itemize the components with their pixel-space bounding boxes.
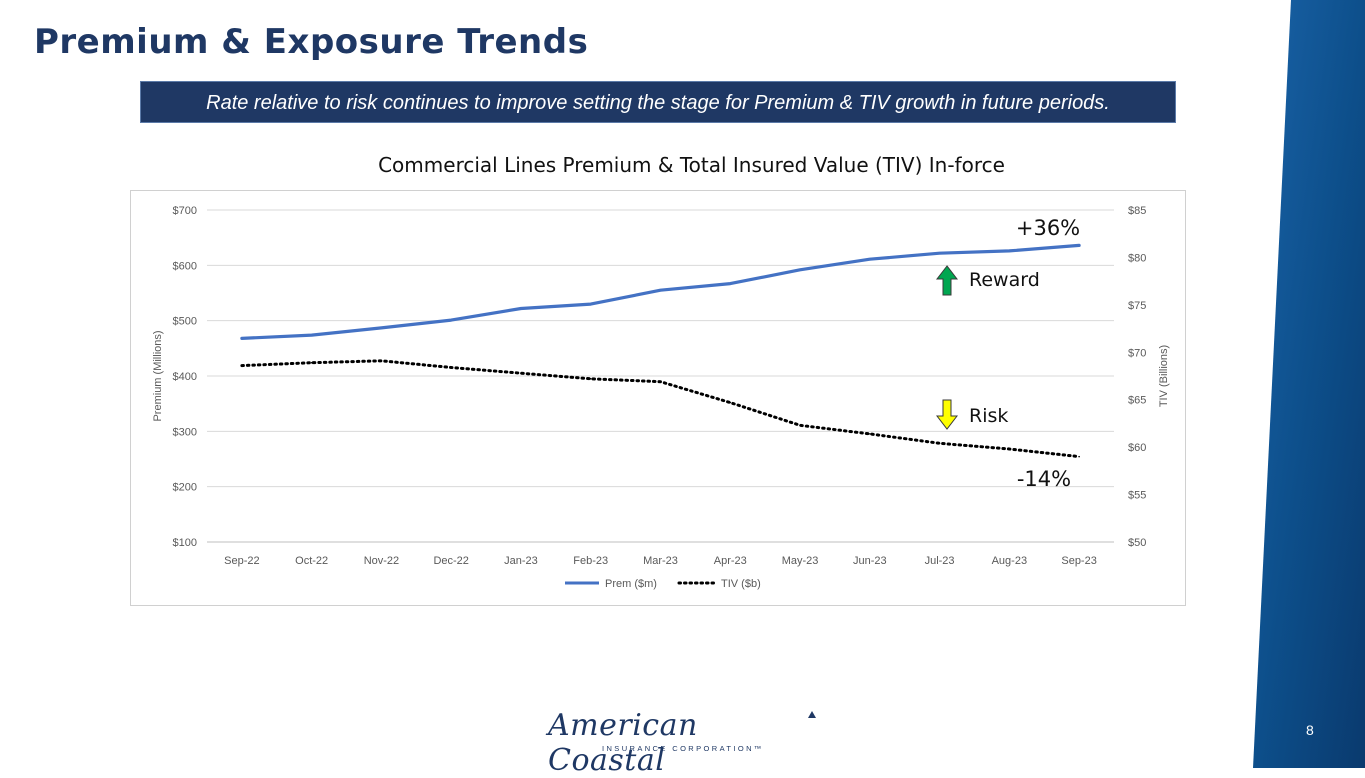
data-point-prem: [1008, 249, 1011, 253]
x-tick-label: Jun-23: [853, 555, 887, 567]
data-point-tiv: [589, 378, 592, 380]
page-number: 8: [1306, 722, 1314, 738]
data-point-prem: [1077, 244, 1081, 247]
y-axis-label: Premium (Millions): [152, 330, 164, 421]
data-point-tiv: [659, 380, 662, 383]
x-tick-label: Nov-22: [364, 555, 399, 567]
x-tick-label: Oct-22: [295, 555, 328, 567]
data-point-tiv: [520, 372, 522, 374]
chart-plot: $100 $200 $300 $400 $500 $600 $700 $50 $55 $60 $65…: [152, 205, 1170, 590]
page-title: Premium & Exposure Trends: [34, 22, 589, 62]
summary-banner: Rate relative to risk continues to impro…: [140, 81, 1176, 123]
x-tick-label: May-23: [782, 555, 819, 567]
x-tick-label: Feb-23: [573, 555, 608, 567]
data-point-prem: [659, 289, 662, 292]
x-tick-label: Apr-23: [714, 555, 747, 567]
y2-tick-label: $55: [1128, 490, 1146, 502]
y-tick-label: $500: [173, 316, 197, 328]
tiv-change-label: -14%: [1017, 467, 1071, 491]
data-point-tiv: [938, 442, 941, 445]
x-tick-label: Dec-22: [433, 555, 468, 567]
data-point-prem: [589, 302, 592, 306]
y-tick-label: $100: [173, 537, 197, 549]
y2-tick-label: $85: [1128, 205, 1146, 217]
y-tick-label: $300: [173, 426, 197, 438]
company-logo: American Coastal INSURANCE CORPORATION™: [548, 708, 820, 778]
y2-tick-label: $70: [1128, 347, 1146, 359]
data-point-tiv: [729, 401, 732, 404]
x-tick-label: Aug-23: [992, 555, 1027, 567]
data-point-tiv: [1078, 455, 1080, 458]
reward-arrow-icon: [935, 265, 959, 296]
y-tick-label: $700: [173, 205, 197, 217]
legend-label-prem: Prem ($m): [605, 578, 657, 590]
reward-label: Reward: [969, 269, 1040, 291]
prem-change-label: +36%: [1016, 216, 1080, 240]
data-point-tiv: [241, 364, 243, 367]
x-tick-label: Sep-22: [224, 555, 259, 567]
data-point-prem: [310, 333, 313, 337]
x-tick-label: Mar-23: [643, 555, 678, 567]
logo-mark-icon: [808, 711, 816, 718]
side-band: [1253, 0, 1365, 768]
y2-tick-label: $65: [1128, 395, 1146, 407]
series-line-prem: [240, 243, 1081, 340]
data-point-prem: [868, 258, 872, 261]
y2-tick-label: $50: [1128, 537, 1146, 549]
series-line-tiv: [240, 359, 1081, 459]
data-point-prem: [519, 307, 523, 310]
y-tick-label: $200: [173, 482, 197, 494]
chart-frame: $100 $200 $300 $400 $500 $600 $700 $50 $55 $60 $65…: [130, 190, 1186, 606]
y2-tick-label: $80: [1128, 252, 1146, 264]
data-point-prem: [240, 337, 244, 340]
data-point-prem: [798, 268, 802, 271]
risk-arrow-icon: [935, 399, 959, 430]
x-tick-label: Jan-23: [504, 555, 538, 567]
chart-title: Commercial Lines Premium & Total Insured…: [378, 153, 1005, 177]
y2-axis-label: TIV (Billions): [1158, 345, 1170, 407]
data-point-prem: [449, 318, 453, 322]
y2-tick-label: $60: [1128, 442, 1146, 454]
data-point-tiv: [380, 360, 383, 362]
risk-label: Risk: [969, 405, 1008, 427]
legend-label-tiv: TIV ($b): [721, 578, 761, 590]
data-point-tiv: [450, 366, 452, 369]
data-point-tiv: [310, 361, 313, 364]
x-tick-label: Jul-23: [925, 555, 955, 567]
x-tick-label: Sep-23: [1061, 555, 1096, 567]
data-point-tiv: [799, 424, 801, 427]
y2-tick-label: $75: [1128, 300, 1146, 312]
data-point-tiv: [869, 433, 871, 435]
data-point-prem: [380, 326, 383, 330]
logo-tagline: INSURANCE CORPORATION™: [602, 744, 764, 753]
data-point-prem: [938, 251, 941, 255]
y-tick-label: $600: [173, 260, 197, 272]
data-point-tiv: [1008, 448, 1011, 450]
data-point-prem: [729, 282, 732, 285]
y-tick-label: $400: [173, 371, 197, 383]
